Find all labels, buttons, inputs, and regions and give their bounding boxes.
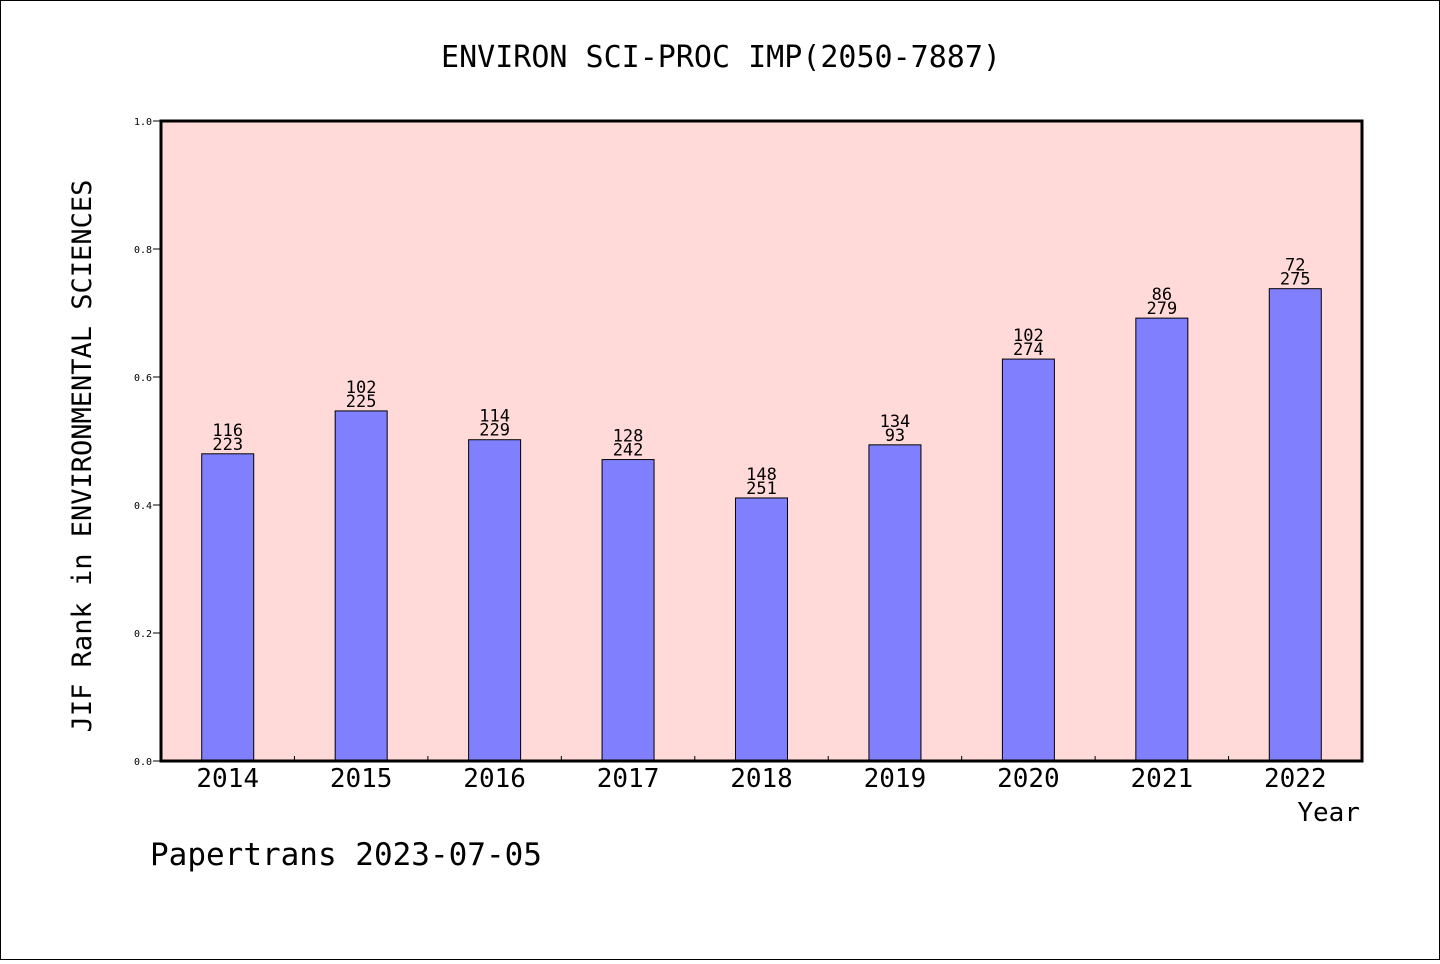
x-tick-label: 2020 [997,764,1060,794]
y-tick-label: 0.8 [134,245,152,256]
data-label-bottom: 275 [1280,270,1311,290]
bar-2021 [1135,317,1189,762]
bar-2015 [334,410,388,762]
bar-2014 [201,453,255,762]
data-label-top: 102 [1013,326,1044,346]
x-tick-label: 2014 [196,764,259,794]
bar-2022 [1268,288,1322,762]
bar-2017 [601,459,655,762]
y-tick-label: 0.4 [134,501,152,512]
plot-border [159,119,1364,763]
data-label-top: 148 [746,465,777,485]
x-tick-label: 2018 [730,764,793,794]
data-label-bottom: 242 [613,441,644,461]
x-tick-label: 2017 [597,764,660,794]
data-label-top: 114 [479,407,510,427]
data-label-bottom: 274 [1013,340,1044,360]
bar-2016 [468,439,522,762]
x-tick-label: 2021 [1131,764,1194,794]
y-tick-label: 0.0 [134,757,152,768]
x-tick-label: 2022 [1264,764,1327,794]
chart-title: ENVIRON SCI-PROC IMP(2050-7887) [441,40,1001,75]
y-tick-label: 0.2 [134,629,152,640]
data-label-top: 72 [1285,256,1305,276]
data-label-top: 102 [346,378,377,398]
data-label-bottom: 225 [346,392,377,412]
x-tick-label: 2019 [864,764,927,794]
y-axis-label: JIF Rank in ENVIRONMENTAL SCIENCES [67,180,98,733]
y-tick-labels: 0.0 0.2 0.4 0.6 0.8 1.0 [134,117,152,768]
data-label-top: 128 [613,427,644,447]
bar-2019 [868,444,922,762]
data-label-bottom: 279 [1146,299,1177,319]
y-tick-label: 1.0 [134,117,152,128]
data-label-bottom: 223 [212,435,243,455]
footer-credit: Papertrans 2023-07-05 [150,837,542,873]
data-label-top: 116 [212,421,243,441]
bar-2020 [1001,358,1055,762]
data-label-top: 86 [1152,285,1172,305]
x-axis-label: Year [1297,798,1360,828]
y-tick-label: 0.6 [134,373,152,384]
data-label-bottom: 229 [479,421,510,441]
x-tick-label: 2015 [330,764,393,794]
x-tick-labels: 2014 2015 2016 2017 2018 2019 2020 2021 2022 [196,764,1326,794]
data-label-bottom: 93 [885,426,905,446]
x-tick-label: 2016 [463,764,526,794]
data-label-bottom: 251 [746,479,777,499]
bars [201,288,1322,762]
bar-2018 [735,497,788,762]
data-label-top: 134 [880,412,911,432]
